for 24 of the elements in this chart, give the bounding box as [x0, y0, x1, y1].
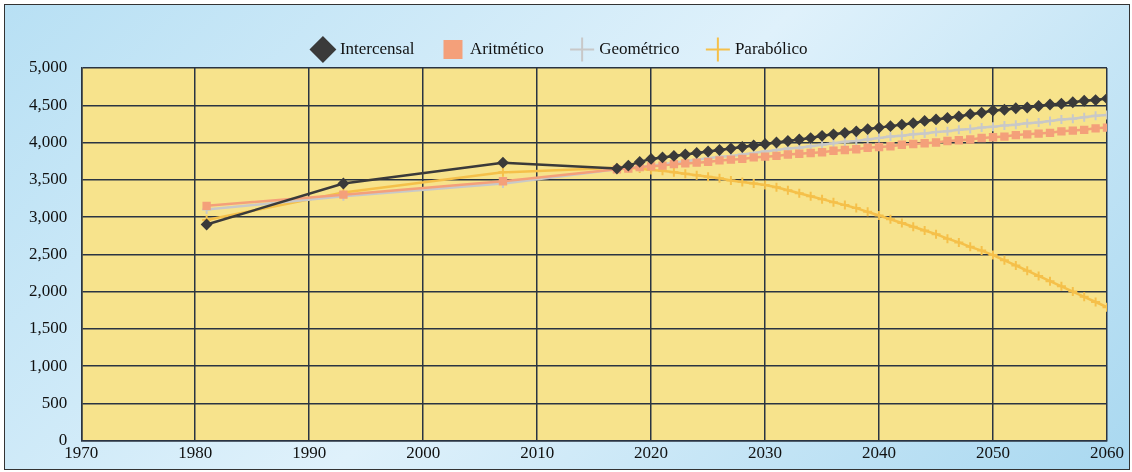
- legend-label: Intercensal: [339, 38, 415, 58]
- y-tick-label: 1,000: [29, 355, 68, 375]
- legend-label: Aritmético: [469, 38, 544, 58]
- y-tick-label: 1,500: [29, 318, 68, 338]
- y-tick-label: 0: [58, 430, 68, 450]
- y-tick-label: 2,000: [29, 281, 68, 301]
- x-tick-label: 2050: [976, 443, 1011, 463]
- x-tick-label: 1990: [292, 443, 327, 463]
- x-tick-label: 2030: [748, 443, 783, 463]
- y-tick-label: 5,000: [29, 57, 68, 77]
- y-tick-label: 500: [41, 392, 68, 412]
- y-tick-label: 4,500: [29, 94, 68, 114]
- legend-label: Geométrico: [599, 38, 680, 58]
- y-tick-label: 4,000: [29, 131, 68, 151]
- y-tick-label: 3,000: [29, 206, 68, 226]
- x-tick-label: 2060: [1090, 443, 1124, 463]
- x-tick-label: 2020: [634, 443, 669, 463]
- x-tick-label: 1980: [178, 443, 213, 463]
- x-tick-label: 2010: [520, 443, 555, 463]
- y-tick-label: 2,500: [29, 243, 68, 263]
- x-tick-label: 2000: [406, 443, 441, 463]
- x-tick-label: 2040: [862, 443, 897, 463]
- y-tick-label: 3,500: [29, 169, 68, 189]
- legend-label: Parabólico: [734, 38, 808, 58]
